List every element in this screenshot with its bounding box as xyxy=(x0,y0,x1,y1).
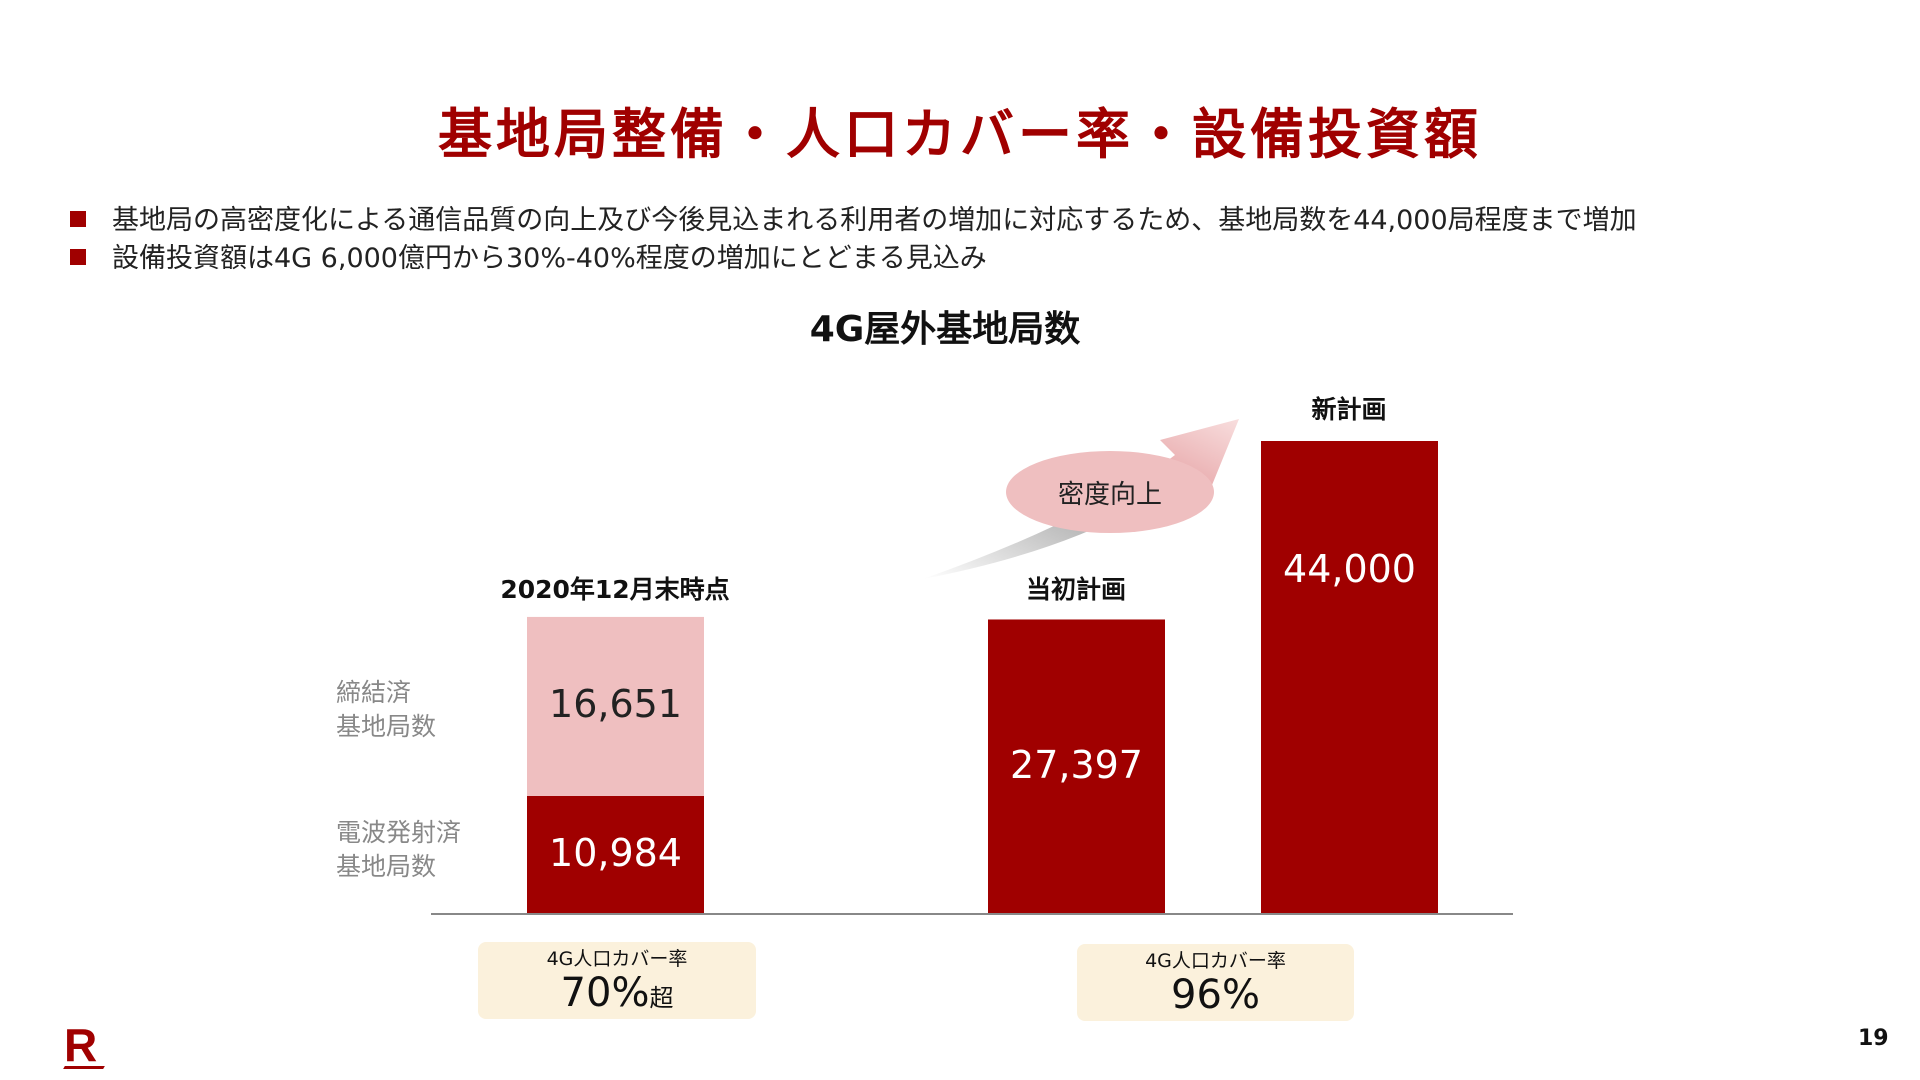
data-label: 44,000 xyxy=(1283,547,1416,591)
legend-label-onair: 電波発射済 基地局数 xyxy=(336,818,462,881)
annotation-bubble xyxy=(1006,451,1214,533)
annotation-label: 密度向上 xyxy=(1057,480,1162,510)
page-number: 19 xyxy=(1858,1026,1889,1051)
growth-arrow xyxy=(923,419,1239,579)
data-label: 10,984 xyxy=(549,830,682,875)
legend-label-contracted: 締結済 基地局数 xyxy=(336,678,437,741)
data-label: 16,651 xyxy=(549,682,682,727)
bar-contracted xyxy=(527,616,704,796)
bullet-square-icon xyxy=(70,248,86,265)
category-label: 2020年12月末時点 xyxy=(500,575,730,604)
coverage-box: 4G人口カバー率 96% xyxy=(1077,944,1354,1021)
bullet-item: 設備投資額は4G 6,000億円から30%-40%程度の増加にとどまる見込み xyxy=(70,236,987,275)
bar-on-air xyxy=(988,619,1165,914)
coverage-box: 4G人口カバー率 70%超 xyxy=(478,942,756,1019)
category-label: 新計画 xyxy=(1311,395,1387,424)
bar-on-air xyxy=(1261,441,1438,914)
bar-on-air xyxy=(527,795,704,914)
data-label: 27,397 xyxy=(1010,742,1143,787)
slide-title: 基地局整備・人口カバー率・設備投資額 xyxy=(438,103,1482,166)
chart-title: 4G屋外基地局数 xyxy=(809,309,1081,350)
rakuten-logo: R xyxy=(63,1018,105,1071)
bullet-square-icon xyxy=(70,210,86,227)
category-label: 当初計画 xyxy=(1025,575,1126,604)
bullet-item: 基地局の高密度化による通信品質の向上及び今後見込まれる利用者の増加に対応するため… xyxy=(70,198,1637,237)
